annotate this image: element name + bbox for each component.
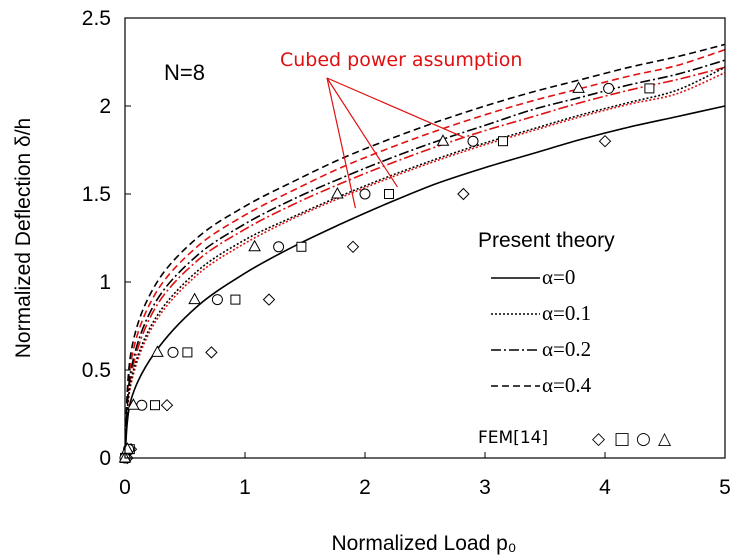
fem-point-triangle bbox=[331, 186, 344, 199]
legend: Present theory α=0 α=0.1 α=0.2 α=0.4 bbox=[478, 229, 615, 397]
x-tick-label: 4 bbox=[599, 476, 611, 499]
series-line-0 bbox=[124, 105, 726, 459]
fem-point-square bbox=[150, 400, 160, 411]
fem-point-square bbox=[182, 347, 193, 358]
fem-point-diamond bbox=[160, 398, 174, 412]
fem-point-triangle bbox=[151, 345, 164, 357]
fem-point-circle bbox=[359, 188, 371, 200]
cubed-power-annotation: Cubed power assumption bbox=[280, 49, 522, 71]
cubed-series-line-2 bbox=[124, 48, 726, 459]
x-tick-label: 3 bbox=[479, 476, 491, 499]
y-tick-label: 1 bbox=[99, 271, 111, 294]
x-tick-label: 5 bbox=[719, 476, 731, 499]
fem-point-circle bbox=[211, 294, 223, 306]
fem-point-square bbox=[296, 241, 307, 252]
fem-point-triangle bbox=[188, 292, 201, 305]
panel-label: N=8 bbox=[164, 60, 205, 85]
y-axis-label: Normalized Deflection δ/h bbox=[12, 118, 35, 358]
fem-point-diamond bbox=[346, 240, 360, 254]
fem-legend-symbol-3: △ bbox=[658, 429, 672, 449]
legend-label-1: α=0.1 bbox=[542, 301, 591, 325]
series-line-1 bbox=[124, 66, 726, 459]
y-tick-label: 2 bbox=[99, 95, 111, 118]
fem-markers-layer bbox=[118, 81, 655, 465]
fem-legend-symbol-1: □ bbox=[614, 429, 630, 449]
legend-title: Present theory bbox=[478, 229, 615, 252]
x-axis-label: Normalized Load p₀ bbox=[332, 532, 517, 555]
curves-layer bbox=[124, 43, 726, 459]
y-tick-label: 0 bbox=[99, 447, 111, 470]
fem-point-diamond bbox=[205, 346, 218, 359]
fem-point-square bbox=[384, 189, 394, 199]
x-tick-label: 1 bbox=[239, 476, 251, 499]
annotation-line-1 bbox=[326, 77, 398, 188]
fem-point-diamond bbox=[262, 293, 276, 306]
cubed-series-line-1 bbox=[124, 66, 726, 459]
fem-point-square bbox=[230, 294, 241, 305]
y-tick-label: 2.5 bbox=[82, 7, 111, 30]
fem-point-triangle bbox=[127, 398, 140, 410]
fem-point-circle bbox=[603, 82, 615, 94]
plot-frame bbox=[124, 17, 726, 459]
fem-legend: FEM[14] ◇ □ ○ △ bbox=[478, 428, 672, 449]
y-tick-label: 0.5 bbox=[82, 359, 111, 382]
fem-point-triangle bbox=[248, 239, 261, 252]
annotation-line-2 bbox=[326, 77, 465, 139]
legend-label-2: α=0.2 bbox=[542, 337, 591, 361]
axis-ticks: 0 1 2 3 4 5 0 0.5 1 1.5 2 2.5 bbox=[82, 7, 731, 499]
legend-label-0: α=0 bbox=[542, 265, 575, 289]
fem-point-circle bbox=[467, 135, 479, 147]
fem-point-square bbox=[498, 136, 508, 147]
fem-legend-label: FEM[14] bbox=[478, 428, 548, 448]
x-tick-label: 0 bbox=[119, 476, 131, 499]
fem-legend-symbol-0: ◇ bbox=[592, 429, 606, 449]
fem-point-diamond bbox=[457, 187, 470, 201]
fem-point-square bbox=[644, 83, 655, 94]
series-line-3 bbox=[124, 43, 726, 459]
legend-label-3: α=0.4 bbox=[542, 373, 592, 397]
fem-point-triangle bbox=[436, 134, 450, 146]
fem-legend-symbol-2: ○ bbox=[636, 429, 651, 449]
fem-point-circle bbox=[273, 241, 285, 253]
fem-point-circle bbox=[167, 346, 179, 358]
x-tick-label: 2 bbox=[359, 476, 371, 499]
y-tick-label: 1.5 bbox=[82, 183, 111, 206]
annotation-line-0 bbox=[326, 77, 356, 209]
fem-point-triangle bbox=[572, 81, 585, 93]
fem-point-diamond bbox=[598, 134, 612, 148]
cubed-series-line-0 bbox=[124, 71, 726, 459]
annotation-leader-lines bbox=[326, 77, 465, 209]
